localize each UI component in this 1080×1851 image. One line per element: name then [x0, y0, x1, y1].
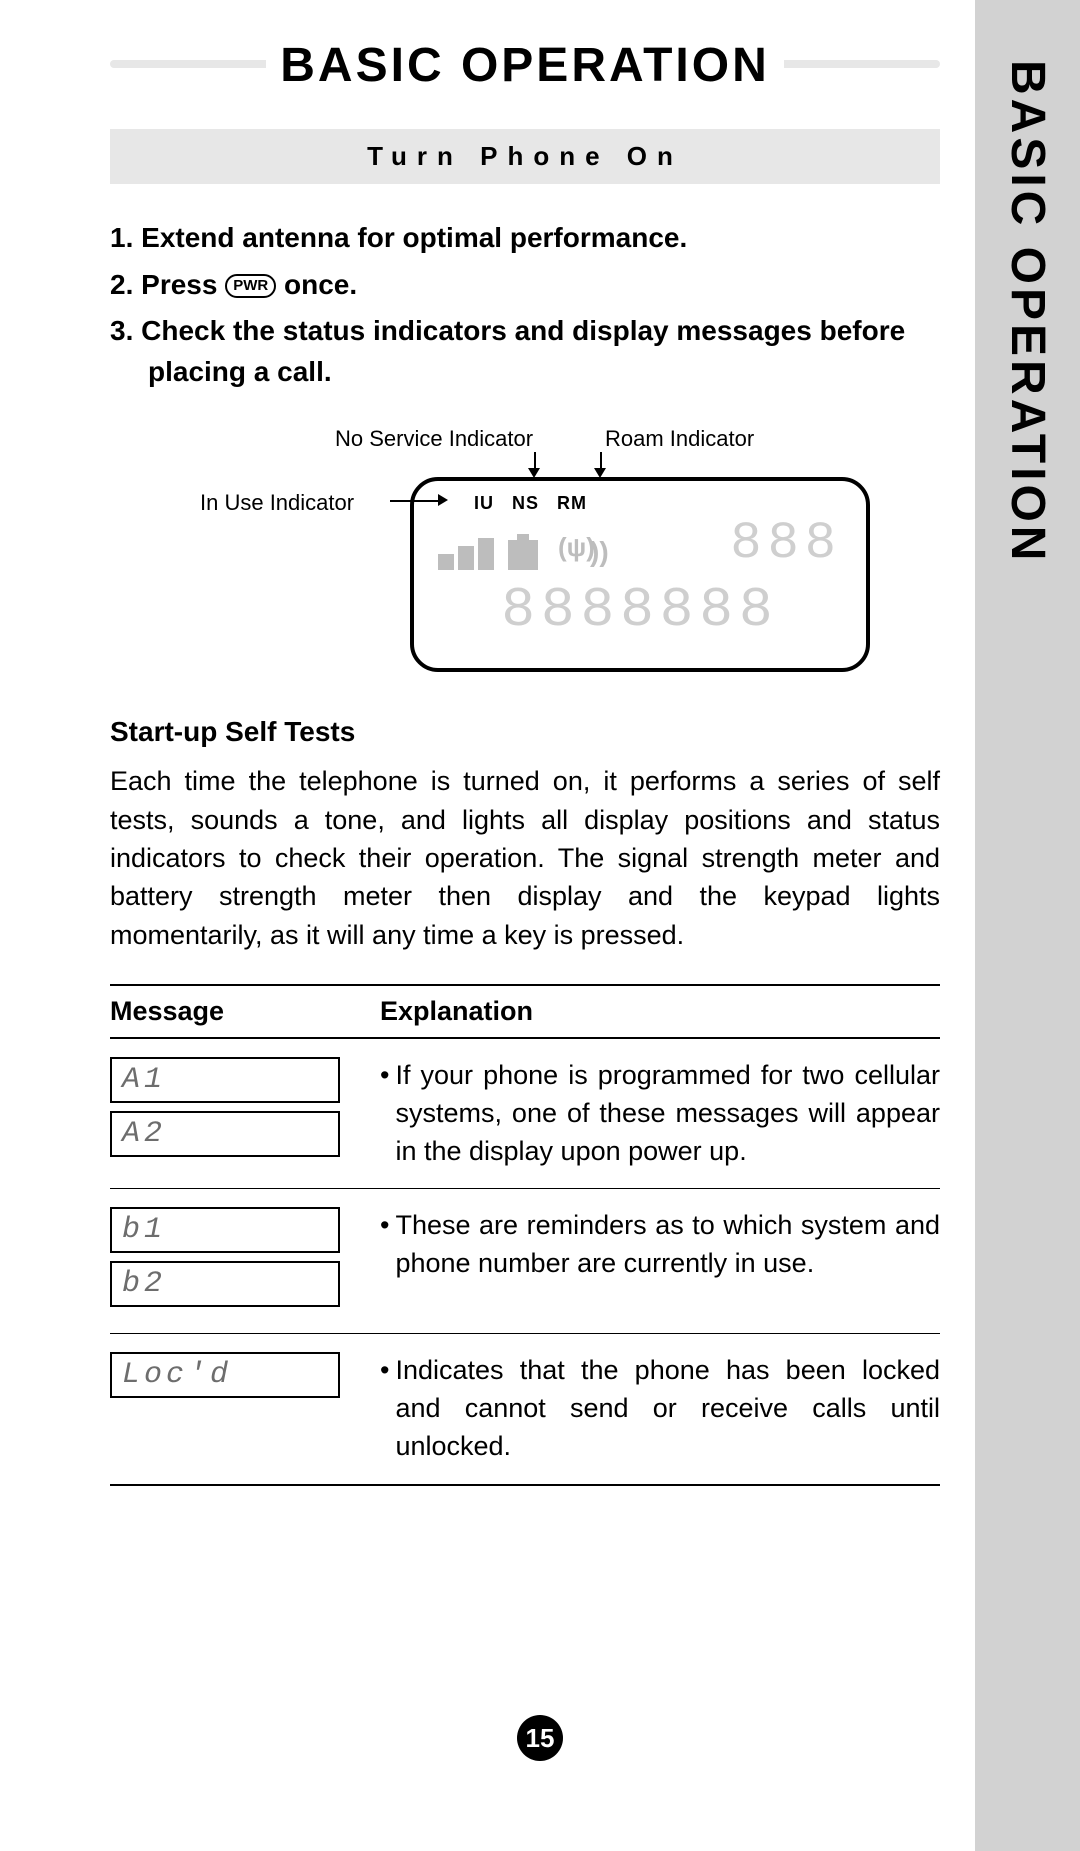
step-2-text-a: Press	[141, 269, 225, 300]
table-row: A1 A2 If your phone is programmed for tw…	[110, 1038, 940, 1189]
side-tab: BASIC OPERATION	[975, 0, 1080, 1851]
step-1: Extend antenna for optimal performance.	[110, 218, 940, 259]
section-heading: Turn Phone On	[110, 129, 940, 184]
explanation-text: Indicates that the phone has been locked…	[395, 1352, 940, 1465]
lcd-row-1: (ψ) )) 888	[438, 518, 842, 570]
table-row: Loc'd Indicates that the phone has been …	[110, 1334, 940, 1485]
lcd-code: Loc'd	[110, 1352, 340, 1398]
pwr-button-icon: PWR	[225, 274, 276, 298]
no-service-callout: No Service Indicator	[335, 426, 533, 452]
step-2-text-b: once.	[276, 269, 357, 300]
lcd-screen: IU NS RM (ψ) )) 888	[410, 477, 870, 672]
lcd-code: b1	[110, 1207, 340, 1253]
explanation-cell: Indicates that the phone has been locked…	[380, 1334, 940, 1485]
rm-indicator: RM	[557, 493, 587, 514]
message-cell: b1 b2	[110, 1189, 380, 1334]
page-title: BASIC OPERATION	[266, 38, 783, 93]
self-test-paragraph: Each time the telephone is turned on, it…	[110, 762, 940, 954]
message-cell: Loc'd	[110, 1334, 380, 1485]
bar	[458, 546, 474, 570]
table-body: A1 A2 If your phone is programmed for tw…	[110, 1038, 940, 1485]
side-tab-label: BASIC OPERATION	[1000, 60, 1055, 564]
message-cell: A1 A2	[110, 1038, 380, 1189]
page-number: 15	[517, 1715, 563, 1761]
lcd-digits-small: 888	[730, 518, 842, 570]
lcd-code: A2	[110, 1111, 340, 1157]
ns-indicator: NS	[512, 493, 539, 514]
title-wrap: BASIC OPERATION	[110, 68, 940, 93]
battery-icon	[508, 540, 538, 570]
signal-bars-icon	[438, 538, 494, 570]
in-use-callout: In Use Indicator	[200, 490, 354, 516]
col-message: Message	[110, 985, 380, 1038]
step-2: Press PWR once.	[110, 265, 940, 306]
explanation-cell: These are reminders as to which system a…	[380, 1189, 940, 1334]
lcd-code: A1	[110, 1057, 340, 1103]
content-area: BASIC OPERATION Turn Phone On Extend ant…	[110, 60, 940, 1486]
step-3: Check the status indicators and display …	[110, 311, 940, 392]
lcd-diagram: No Service Indicator Roam Indicator In U…	[110, 422, 940, 682]
antenna-icon: (ψ) ))	[552, 530, 622, 570]
message-table: Message Explanation A1 A2 If your phone …	[110, 984, 940, 1486]
subheading: Start-up Self Tests	[110, 716, 940, 748]
steps-list: Extend antenna for optimal performance. …	[110, 218, 940, 392]
lcd-code: b2	[110, 1261, 340, 1307]
bar	[478, 538, 494, 570]
table-row: b1 b2 These are reminders as to which sy…	[110, 1189, 940, 1334]
bar	[438, 554, 454, 570]
iu-indicator: IU	[474, 493, 494, 514]
explanation-text: These are reminders as to which system a…	[395, 1207, 940, 1283]
col-explanation: Explanation	[380, 985, 940, 1038]
manual-page: BASIC OPERATION BASIC OPERATION Turn Pho…	[0, 0, 1080, 1851]
explanation-text: If your phone is programmed for two cell…	[395, 1057, 940, 1170]
lcd-digits-large: 8888888	[438, 582, 842, 638]
lcd-indicator-row: IU NS RM	[474, 493, 842, 514]
explanation-cell: If your phone is programmed for two cell…	[380, 1038, 940, 1189]
roam-callout: Roam Indicator	[605, 426, 754, 452]
